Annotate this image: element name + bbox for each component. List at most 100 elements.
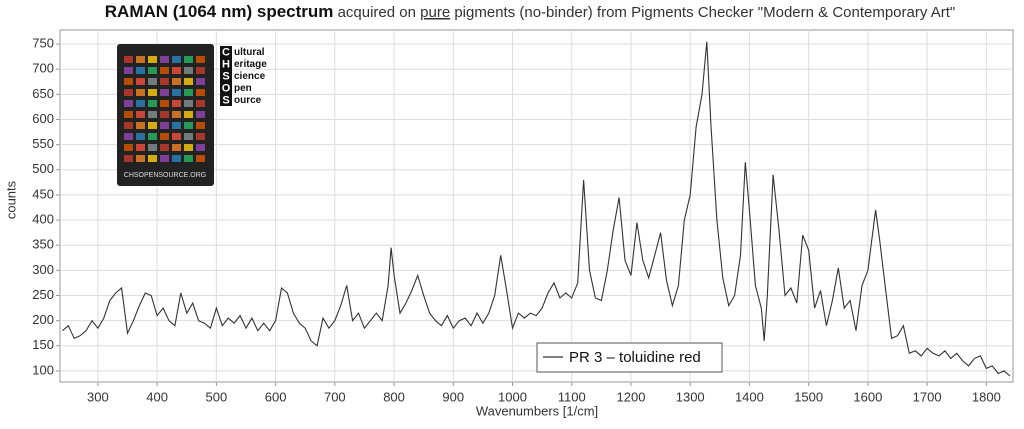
y-tick-label: 500 (32, 161, 54, 176)
y-tick-label: 450 (32, 186, 54, 201)
legend-box (536, 342, 723, 373)
x-axis-label: Wavenumbers [1/cm] (476, 403, 598, 418)
x-tick-label: 1500 (794, 389, 823, 404)
swatch (136, 155, 145, 162)
swatch (184, 100, 193, 107)
swatch (136, 100, 145, 107)
swatch (136, 144, 145, 151)
x-tick-label: 1400 (735, 389, 764, 404)
swatch (124, 78, 133, 85)
swatch (136, 89, 145, 96)
y-tick-label: 600 (32, 111, 54, 126)
swatch (136, 122, 145, 129)
legend-label: PR 3 – toluidine red (569, 349, 701, 366)
swatch (172, 122, 181, 129)
swatch (124, 111, 133, 118)
y-tick-label: 300 (32, 262, 54, 277)
swatch (172, 89, 181, 96)
swatch (196, 122, 205, 129)
x-tick-label: 1600 (853, 389, 882, 404)
swatch (136, 78, 145, 85)
swatch (172, 56, 181, 63)
x-tick-label: 700 (324, 389, 346, 404)
y-tick-label: 200 (32, 312, 54, 327)
swatch (184, 67, 193, 74)
logo-box (220, 46, 232, 58)
inset-card: CHSOPENSOURCE.ORG (117, 44, 214, 186)
card-text: CHSOPENSOURCE.ORG (124, 172, 206, 179)
swatch (148, 122, 157, 129)
x-tick-label: 1100 (558, 389, 586, 404)
swatch (124, 144, 133, 151)
x-tick-label: 1200 (617, 389, 646, 404)
swatch (172, 78, 181, 85)
swatch (136, 133, 145, 140)
spectrum-line (62, 41, 1011, 377)
x-tick-label: 500 (206, 389, 228, 404)
swatch (160, 67, 169, 74)
x-tick-label: 400 (146, 389, 168, 404)
x-tick-label: 300 (87, 389, 109, 404)
swatch (160, 155, 169, 162)
logo-box (220, 70, 232, 82)
x-tick-label: 1800 (972, 389, 1001, 404)
logo-letter: H (222, 58, 230, 70)
swatch (136, 111, 145, 118)
logo-box (220, 58, 232, 70)
plot-layer: 100 150 200 250 300 350 400 450 500 550 600 650 700 7… (32, 30, 1013, 404)
logo-word: ultural (234, 47, 265, 58)
y-tick-label: 100 (32, 362, 54, 377)
swatch (196, 155, 205, 162)
swatch (184, 133, 193, 140)
logo-box (220, 94, 232, 106)
swatch (160, 133, 169, 140)
title-pre: acquired on (338, 4, 416, 21)
swatch (184, 144, 193, 151)
swatch (172, 144, 181, 151)
swatch (196, 67, 205, 74)
swatch (124, 67, 133, 74)
swatch (148, 78, 157, 85)
swatch (124, 89, 133, 96)
swatch (160, 56, 169, 63)
swatch (136, 67, 145, 74)
logo-letter: S (222, 94, 229, 106)
swatch (172, 100, 181, 107)
swatch (172, 67, 181, 74)
swatch (124, 56, 133, 63)
swatch (124, 100, 133, 107)
y-tick-label: 550 (32, 136, 54, 151)
x-tick-label: 1700 (913, 389, 942, 404)
logo-letter: O (222, 82, 231, 94)
plot-frame (59, 29, 1014, 383)
swatch (196, 111, 205, 118)
swatch (196, 78, 205, 85)
chart-title: RAMAN (1064 nm) spectrum acquired on pur… (105, 2, 955, 21)
y-axis-label: counts (3, 180, 18, 219)
title-bold: RAMAN (1064 nm) spectrum (105, 2, 334, 21)
y-tick-label: 150 (32, 337, 54, 352)
swatch (124, 155, 133, 162)
logo-letter: C (222, 46, 230, 58)
swatch (148, 100, 157, 107)
swatch (136, 56, 145, 63)
swatch (184, 155, 193, 162)
swatch (148, 155, 157, 162)
swatch (184, 89, 193, 96)
swatch (160, 100, 169, 107)
swatch (148, 67, 157, 74)
y-tick-label: 350 (32, 237, 54, 252)
swatch (160, 111, 169, 118)
x-tick-label: 1000 (498, 389, 527, 404)
logo-word: pen (234, 83, 252, 94)
y-tick-label: 700 (32, 61, 54, 76)
swatch (148, 133, 157, 140)
logo-box (220, 82, 232, 94)
swatch (172, 133, 181, 140)
swatch (172, 155, 181, 162)
swatch (184, 122, 193, 129)
swatch (148, 111, 157, 118)
swatch (160, 144, 169, 151)
swatch (160, 89, 169, 96)
